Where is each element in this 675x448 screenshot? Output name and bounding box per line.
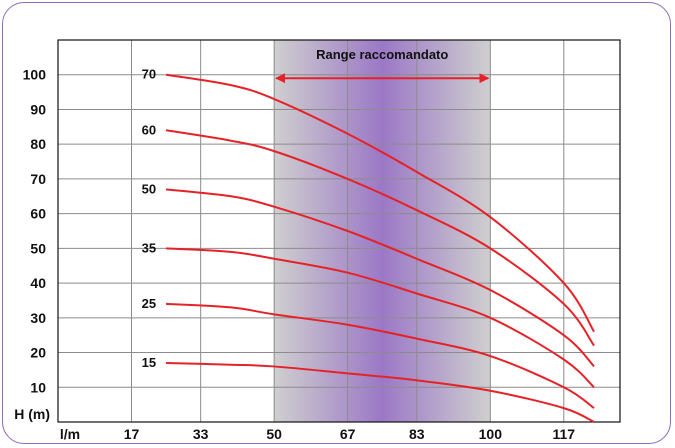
x-tick-label: 50 xyxy=(266,426,282,442)
curve-label-60: 60 xyxy=(142,122,156,137)
chart-frame xyxy=(2,2,671,444)
recommended-range-label: Range raccomandato xyxy=(316,47,448,62)
curves-group: 70 60 50 35 25 15 xyxy=(142,67,595,423)
y-tick-label: 50 xyxy=(30,240,46,256)
y-tick-label: 90 xyxy=(30,101,46,117)
x-tick-label: 100 xyxy=(479,426,503,442)
x-tick-label: 83 xyxy=(409,426,425,442)
x-tick-label: 117 xyxy=(553,426,576,442)
curve-70 xyxy=(165,73,595,333)
y-tick-labels: 10 20 30 40 50 60 70 80 90 100 xyxy=(23,67,47,396)
curve-35 xyxy=(166,247,595,389)
curve-label-35: 35 xyxy=(142,240,156,255)
curve-50 xyxy=(165,188,595,368)
y-tick-label: 100 xyxy=(23,67,47,83)
x-tick-labels: 17 33 50 67 83 100 117 xyxy=(124,426,576,442)
recommended-range-band xyxy=(274,40,491,422)
y-axis-label: H (m) xyxy=(14,406,50,422)
x-tick-label: 67 xyxy=(340,426,356,442)
y-tick-label: 70 xyxy=(30,171,46,187)
plot-border xyxy=(57,39,621,423)
x-axis-label: l/m xyxy=(60,426,80,442)
curve-label-50: 50 xyxy=(142,181,156,196)
y-tick-label: 30 xyxy=(30,310,46,326)
curve-15 xyxy=(166,361,595,423)
y-tick-label: 80 xyxy=(30,136,46,152)
curve-label-70: 70 xyxy=(142,67,156,82)
curve-label-15: 15 xyxy=(142,355,156,370)
y-tick-label: 40 xyxy=(30,275,46,291)
x-tick-label: 33 xyxy=(193,426,209,442)
curve-label-25: 25 xyxy=(142,296,156,311)
y-tick-label: 20 xyxy=(30,345,46,361)
curve-60 xyxy=(165,129,595,347)
y-tick-label: 10 xyxy=(30,379,46,395)
curve-25 xyxy=(166,302,595,409)
x-tick-label: 17 xyxy=(124,426,140,442)
y-tick-label: 60 xyxy=(30,206,46,222)
